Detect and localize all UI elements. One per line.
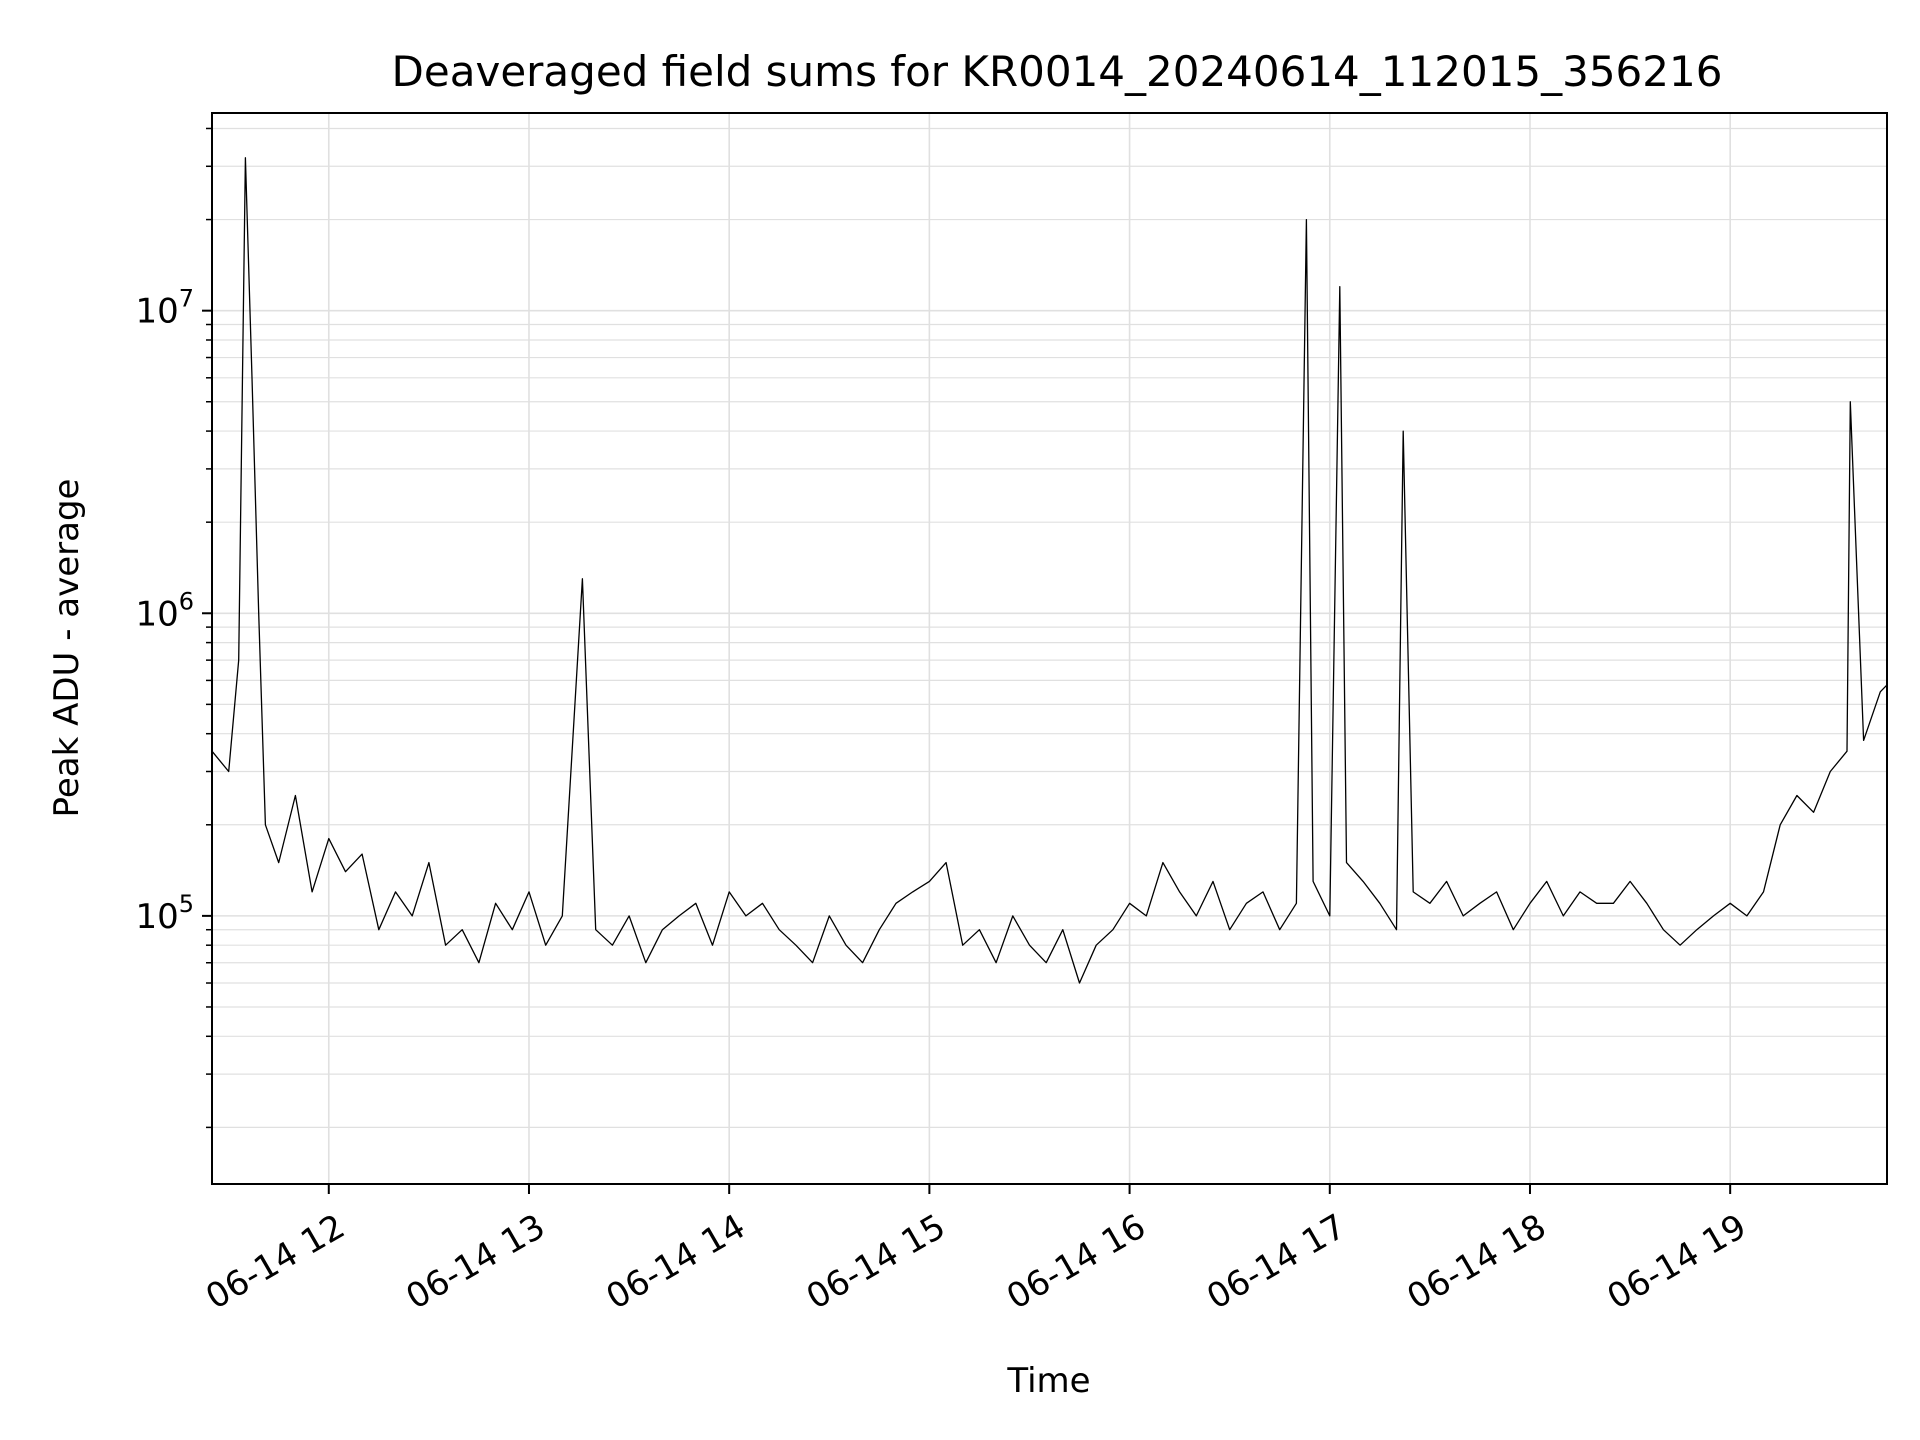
y-axis-label: Peak ADU - average	[47, 479, 87, 818]
chart-title: Deaveraged field sums for KR0014_2024061…	[392, 47, 1723, 96]
plot-background	[212, 113, 1887, 1184]
y-tick-label: 106	[135, 587, 194, 634]
plot-frame	[211, 112, 1888, 1185]
plot-area	[211, 112, 1888, 1185]
x-axis-label: Time	[1006, 1361, 1090, 1401]
grid-lines	[212, 113, 1887, 1184]
y-tick-label: 105	[135, 890, 194, 937]
y-axis-ticks: 105 106 107	[135, 127, 212, 1129]
y-tick-label: 107	[135, 285, 194, 332]
series-line	[211, 157, 1888, 984]
